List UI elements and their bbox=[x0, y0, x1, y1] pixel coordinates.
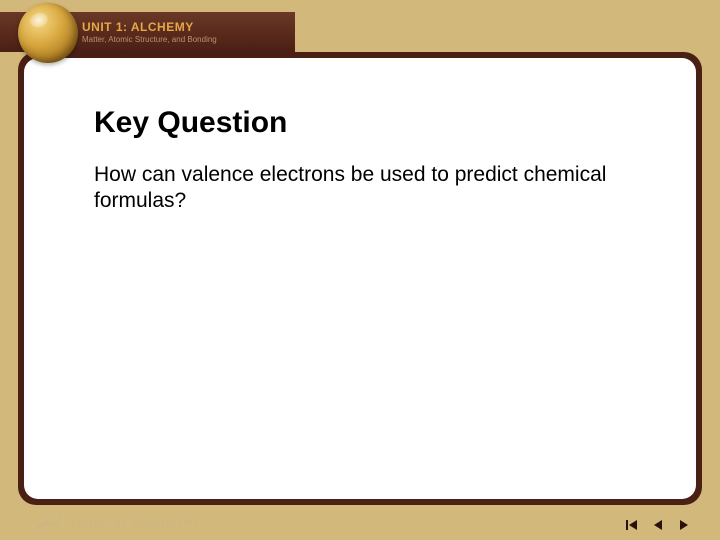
unit-title: UNIT 1: ALCHEMY bbox=[82, 20, 217, 34]
skip-back-icon bbox=[625, 518, 639, 532]
unit-emblem-icon bbox=[18, 3, 78, 63]
next-icon bbox=[677, 518, 691, 532]
slide-frame-inner: Key Question How can valence electrons b… bbox=[24, 58, 696, 499]
brand-name: LIVING BY CHEMISTRY bbox=[72, 518, 200, 528]
unit-subtitle: Matter, Atomic Structure, and Bonding bbox=[82, 35, 217, 44]
slide-nav bbox=[624, 517, 692, 533]
prev-slide-button[interactable] bbox=[650, 517, 666, 533]
slide-frame-outer: Key Question How can valence electrons b… bbox=[18, 52, 702, 505]
slide-heading: Key Question bbox=[94, 106, 626, 140]
first-slide-button[interactable] bbox=[624, 517, 640, 533]
brand-footer: LIVING BY CHEMISTRY bbox=[34, 513, 200, 533]
slide-body-text: How can valence electrons be used to pre… bbox=[94, 162, 626, 215]
next-slide-button[interactable] bbox=[676, 517, 692, 533]
brand-logo-icon bbox=[34, 513, 64, 533]
prev-icon bbox=[651, 518, 665, 532]
